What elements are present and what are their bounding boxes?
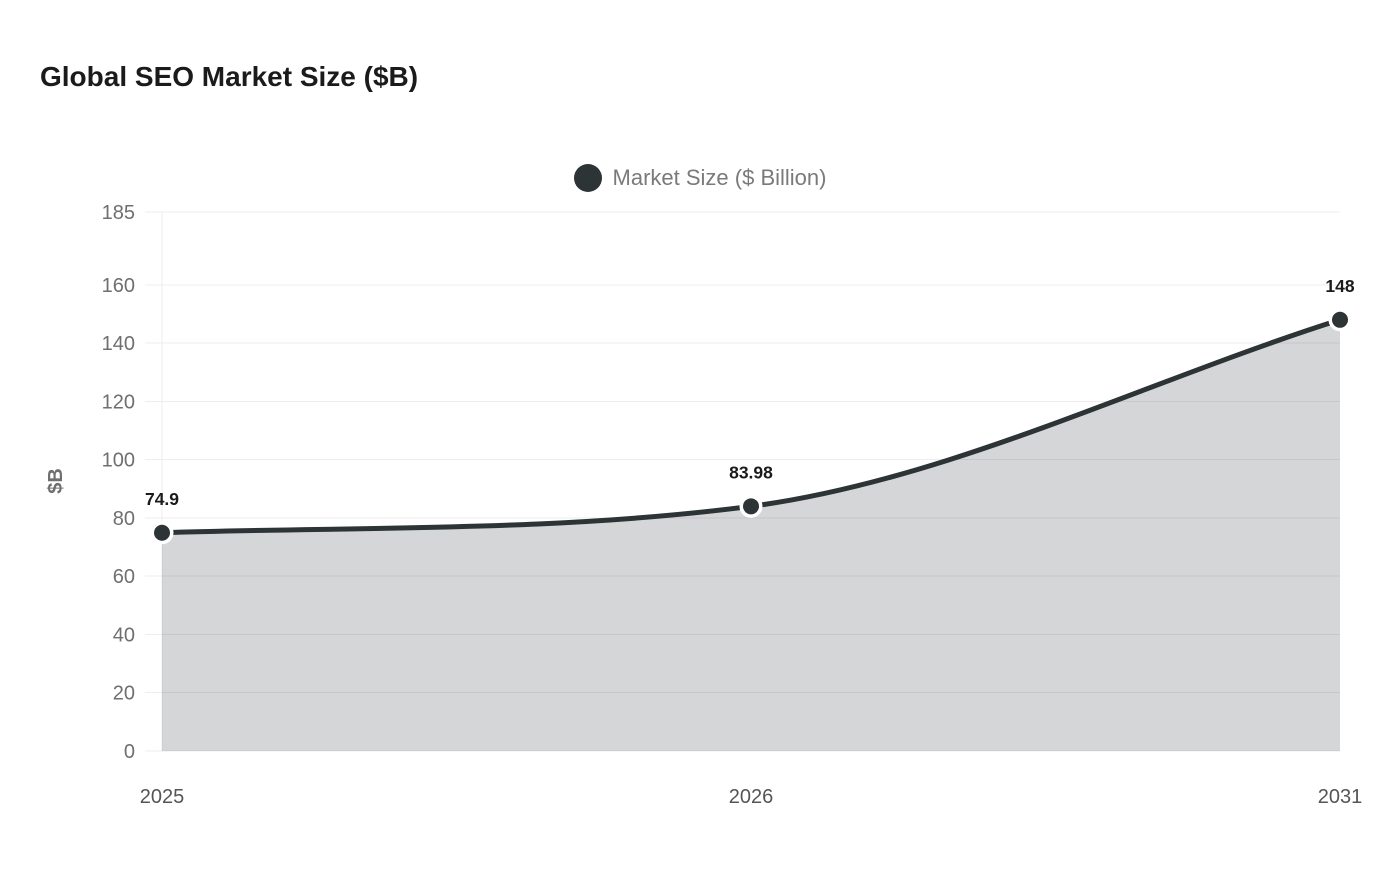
y-tick-label: 120 — [102, 391, 135, 413]
area-chart-plot: 0 20 40 60 80 100 120 140 160 185 74.9 83.98 148 2025… — [45, 202, 1363, 808]
y-tick-label: 80 — [113, 508, 135, 530]
data-point-label: 83.98 — [729, 462, 773, 482]
y-tick-label: 60 — [113, 566, 135, 588]
data-point-label: 74.9 — [145, 489, 179, 509]
x-tick-label: 2031 — [1318, 786, 1363, 808]
x-tick-label: 2025 — [140, 786, 185, 808]
legend[interactable]: Market Size ($ Billion) — [0, 164, 1400, 192]
y-tick-label: 140 — [102, 333, 135, 355]
y-tick-label: 40 — [113, 624, 135, 646]
y-tick-label: 100 — [102, 450, 135, 472]
x-tick-label: 2026 — [729, 786, 774, 808]
y-tick-label: 160 — [102, 275, 135, 297]
data-point-label: 148 — [1325, 276, 1354, 296]
y-tick-label: 185 — [102, 202, 135, 224]
data-point-dot[interactable] — [1328, 308, 1352, 332]
data-point-dot[interactable] — [150, 521, 174, 545]
legend-marker-icon — [573, 164, 602, 192]
y-tick-label: 20 — [113, 683, 135, 705]
legend-label: Market Size ($ Billion) — [612, 165, 827, 190]
y-tick-label: 0 — [124, 741, 135, 763]
data-point-dot[interactable] — [739, 494, 763, 518]
y-axis-title: $B — [45, 468, 67, 494]
chart-title: Global SEO Market Size ($B) — [40, 61, 419, 92]
